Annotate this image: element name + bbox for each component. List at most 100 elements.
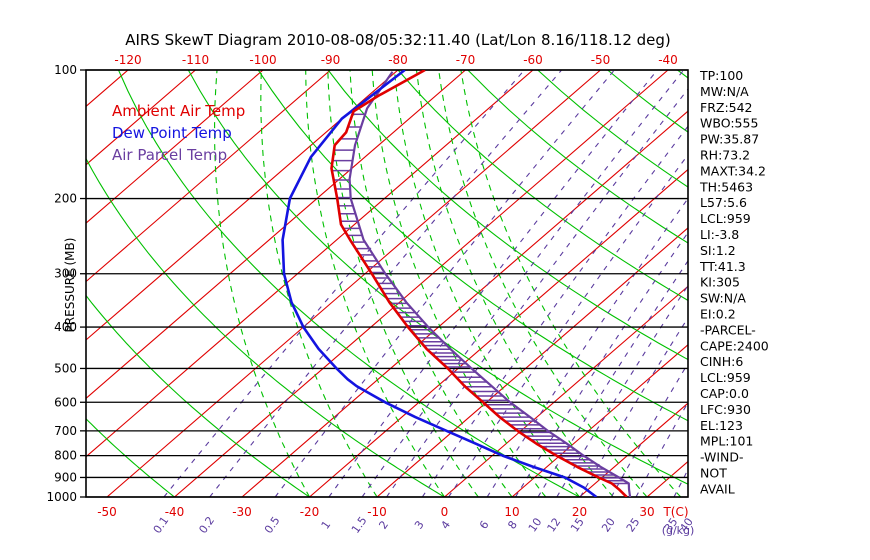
panel-item-8: L57:5.6	[700, 195, 747, 210]
panel-item-10: LI:-3.8	[700, 227, 739, 242]
mixing-ratio-line	[274, 70, 615, 497]
panel-item-26: AVAIL	[700, 481, 735, 496]
mixing-ratio-line	[486, 197, 688, 497]
panel-item-24: -WIND-	[700, 450, 744, 465]
pressure-tick-label: 500	[54, 361, 77, 375]
mixing-ratio-line	[421, 125, 688, 497]
mixing-ratio-line	[163, 70, 525, 497]
plot-frame	[85, 69, 689, 498]
sounding-curves	[281, 70, 632, 497]
bottom-temp-tick-label: -40	[165, 505, 185, 519]
top-temp-tick-label: -40	[658, 53, 678, 67]
mixing-ratio-line	[537, 259, 688, 497]
moist-adiabat-line	[260, 70, 378, 497]
panel-item-25: NOT	[700, 466, 727, 481]
legend-item-2: Air Parcel Temp	[112, 146, 227, 164]
panel-item-4: PW:35.87	[700, 132, 759, 147]
bottom-temp-tick-label: 20	[572, 505, 587, 519]
panel-item-21: LFC:930	[700, 402, 751, 417]
x-axis-label-mixing-ratio: (g/kg)	[662, 524, 695, 537]
moist-adiabat-line	[415, 70, 614, 497]
x-axis-label-temp: T(C)	[662, 505, 688, 519]
panel-item-20: CAP:0.0	[700, 386, 749, 401]
indices-panel: TP:100MW:N/AFRZ:542WBO:555PW:35.87RH:73.…	[699, 68, 769, 496]
bottom-temp-tick-label: -30	[232, 505, 252, 519]
panel-item-19: LCL:959	[700, 370, 751, 385]
isotherm-line	[86, 70, 466, 400]
curve-dew-point-temp	[281, 70, 598, 497]
top-temp-tick-label: -50	[591, 53, 611, 67]
isotherm-line	[309, 168, 688, 497]
pressure-tick-label: 200	[54, 192, 77, 206]
panel-item-2: FRZ:542	[700, 100, 753, 115]
bottom-temp-tick-label: 30	[639, 505, 654, 519]
panel-item-5: RH:73.2	[700, 148, 750, 163]
top-temp-tick-label: -90	[321, 53, 341, 67]
mixing-ratio-line	[448, 153, 688, 497]
panel-item-11: SI:1.2	[700, 243, 736, 258]
panel-item-15: EI:0.2	[700, 307, 736, 322]
isotherm-line	[106, 70, 601, 497]
panel-item-16: -PARCEL-	[700, 322, 756, 337]
moist-adiabat-line	[460, 70, 682, 497]
dry-adiabat-line	[467, 70, 688, 244]
mixing-ratio-line	[209, 70, 563, 497]
top-temp-tick-label: -60	[523, 53, 543, 67]
panel-item-23: MPL:101	[700, 434, 753, 449]
panel-item-0: TP:100	[699, 68, 743, 83]
pressure-tick-label: 100	[54, 63, 77, 77]
page-title: AIRS SkewT Diagram 2010-08-08/05:32:11.4…	[125, 31, 671, 49]
panel-item-18: CINH:6	[700, 354, 743, 369]
isotherm-line	[511, 343, 688, 497]
top-temp-tick-label: -80	[388, 53, 408, 67]
bottom-temp-tick-label: -50	[97, 505, 117, 519]
plot-border	[85, 69, 689, 498]
curve-ambient-air-temp	[330, 70, 628, 497]
isotherm-line	[86, 70, 399, 341]
y-axis-label: PRESSURE (MB)	[63, 238, 77, 333]
panel-item-14: SW:N/A	[700, 291, 746, 306]
dry-adiabat-line	[187, 70, 688, 485]
moist-adiabat-line	[327, 70, 479, 497]
panel-item-7: TH:5463	[699, 179, 753, 194]
panel-item-13: KI:305	[700, 275, 740, 290]
dry-adiabat-line	[117, 70, 580, 497]
isotherm-line	[579, 402, 688, 497]
mixing-ratio-line	[610, 362, 688, 497]
panel-item-1: MW:N/A	[700, 84, 749, 99]
moist-adiabat-line	[349, 70, 513, 497]
panel-item-9: LCL:959	[700, 211, 751, 226]
legend: Ambient Air Temp Dew Point Temp Air Parcel…	[112, 102, 245, 164]
moist-adiabat-line	[214, 70, 310, 497]
bottom-temp-tick-label: 10	[504, 505, 519, 519]
pressure-tick-label: 900	[54, 470, 77, 484]
top-temp-tick-label: -110	[182, 53, 209, 67]
cape-shaded-region	[331, 113, 629, 485]
bottom-temp-tick-label: -10	[367, 505, 387, 519]
dry-adiabat-line	[86, 294, 310, 497]
top-temp-tick-label: -100	[249, 53, 276, 67]
pressure-tick-label: 600	[54, 395, 77, 409]
isotherm-line	[376, 227, 688, 497]
panel-item-12: TT:41.3	[699, 259, 746, 274]
top-temp-tick-label: -70	[456, 53, 476, 67]
isotherm-line	[174, 70, 669, 497]
moist-adiabat-line	[305, 70, 445, 497]
background-gridlines	[86, 70, 688, 497]
pressure-tick-label: 300	[54, 267, 77, 281]
isotherm-line	[86, 70, 264, 224]
panel-item-3: WBO:555	[700, 116, 758, 131]
dry-adiabat-line	[86, 157, 445, 497]
isotherm-line	[86, 70, 196, 166]
dry-adiabat-line	[257, 70, 688, 422]
bottom-temp-tick-label: 0	[441, 505, 449, 519]
legend-item-0: Ambient Air Temp	[112, 102, 245, 120]
pressure-tick-label: 700	[54, 424, 77, 438]
mixing-ratio-line	[635, 401, 688, 497]
dry-adiabat-line	[86, 417, 175, 497]
panel-item-22: EL:123	[700, 418, 743, 433]
dry-adiabat-line	[327, 70, 688, 361]
